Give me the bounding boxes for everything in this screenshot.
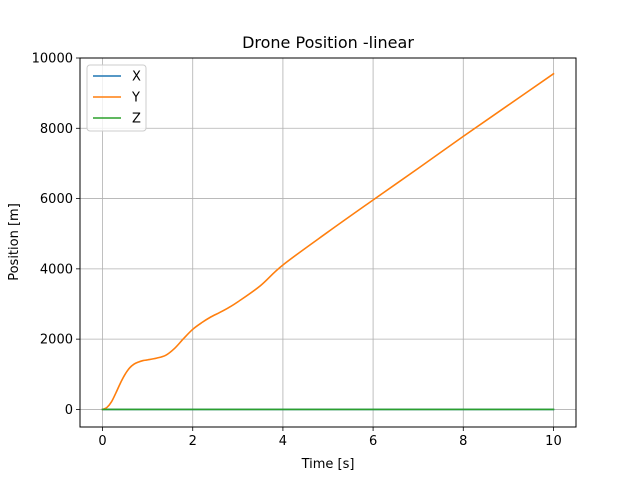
legend: XYZ bbox=[86, 64, 147, 132]
y-tick-label: 10000 bbox=[32, 52, 73, 67]
legend-label-y: Y bbox=[131, 91, 140, 106]
y-tick-label: 4000 bbox=[40, 262, 73, 277]
series-line-y bbox=[101, 72, 555, 411]
x-tick-label: 8 bbox=[459, 434, 467, 449]
ticks-layer: 0 2 4 6 8 10 0 2000 4000 6000 8000 10000 bbox=[32, 52, 562, 450]
x-tick-label: 10 bbox=[545, 434, 562, 449]
legend-label-x: X bbox=[132, 70, 141, 85]
x-tick-label: 2 bbox=[189, 434, 197, 449]
x-axis-label: Time [s] bbox=[301, 457, 355, 472]
y-tick-label: 2000 bbox=[40, 333, 73, 348]
chart-title: Drone Position -linear bbox=[242, 33, 414, 52]
legend-label-z: Z bbox=[132, 112, 141, 127]
y-tick-label: 8000 bbox=[40, 122, 73, 137]
x-tick-label: 0 bbox=[98, 434, 106, 449]
y-axis-label: Position [m] bbox=[7, 203, 22, 281]
y-tick-label: 6000 bbox=[40, 192, 73, 207]
y-tick-label: 0 bbox=[65, 403, 73, 418]
series-layer bbox=[101, 72, 555, 411]
plot-frame bbox=[79, 57, 577, 428]
legend-box bbox=[86, 64, 147, 132]
x-tick-label: 6 bbox=[369, 434, 377, 449]
x-tick-label: 4 bbox=[279, 434, 287, 449]
grid-layer bbox=[80, 57, 576, 427]
